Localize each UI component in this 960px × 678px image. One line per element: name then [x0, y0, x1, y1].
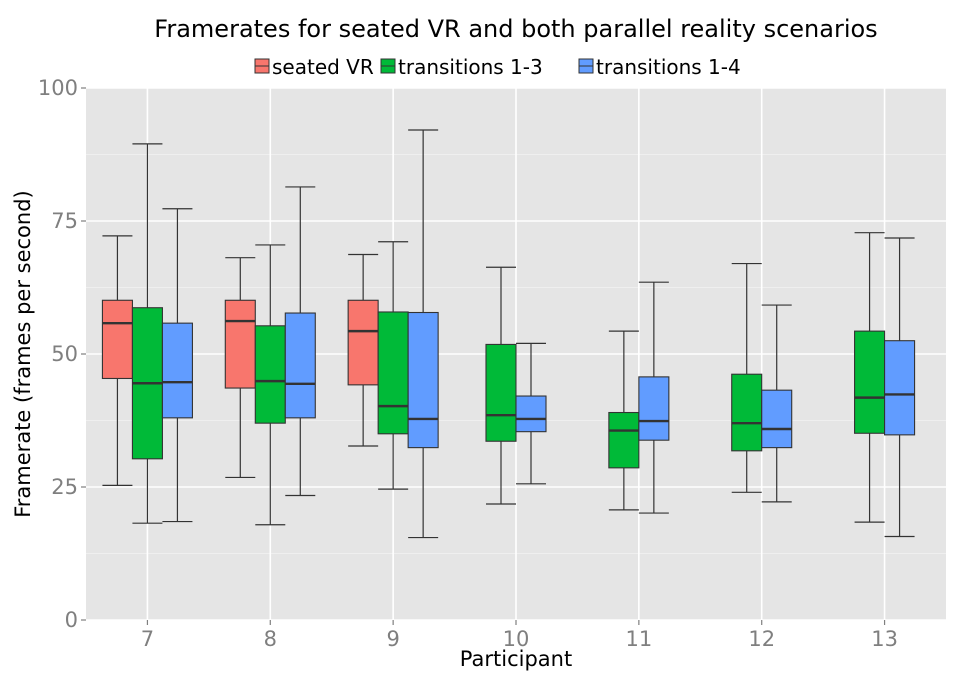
box-transitions-1-4-8 [284, 186, 316, 497]
box-transitions-1-4-13 [884, 237, 916, 538]
box-transitions-1-3-9 [377, 241, 409, 490]
axes: 0 25 50 75 100 7 8 9 10 11 12 13 [38, 76, 898, 651]
box-transitions-1-3-13 [854, 232, 886, 523]
legend-item-seated-VR: seated VR [254, 55, 374, 79]
legend: seated VR transitions 1-3 transitions 1-4 [254, 55, 741, 79]
box-transitions-1-4-11 [638, 281, 670, 514]
x-tick-label: 8 [264, 627, 277, 651]
x-axis-title: Participant [460, 647, 572, 671]
box-iqr [407, 311, 439, 449]
box-iqr [101, 299, 133, 380]
legend-item-transitions-1-3: transitions 1-3 [380, 55, 543, 79]
y-tick-label: 50 [51, 342, 78, 366]
box-transitions-1-3-12 [731, 262, 763, 493]
box-transitions-1-3-8 [254, 244, 286, 526]
box-iqr [608, 411, 640, 469]
box-transitions-1-4-7 [161, 208, 193, 523]
box-iqr [347, 299, 379, 386]
box-iqr [515, 395, 547, 433]
x-tick-label: 10 [503, 627, 530, 651]
box-seated-VR-8 [224, 257, 256, 479]
y-tick-label: 25 [51, 475, 78, 499]
legend-label: transitions 1-3 [398, 55, 543, 79]
box-iqr [854, 330, 886, 434]
box-transitions-1-3-7 [131, 143, 163, 524]
box-iqr [485, 343, 517, 442]
y-axis-title: Framerate (frames per second) [11, 190, 35, 518]
x-tick-label: 13 [871, 627, 898, 651]
x-tick-label: 11 [625, 627, 652, 651]
box-iqr [638, 376, 670, 441]
box-iqr [161, 322, 193, 419]
box-transitions-1-4-9 [407, 129, 439, 539]
legend-item-transitions-1-4: transitions 1-4 [578, 55, 741, 79]
box-transitions-1-4-10 [515, 342, 547, 485]
box-iqr [254, 325, 286, 424]
box-seated-VR-9 [347, 253, 379, 447]
box-transitions-1-3-10 [485, 266, 517, 505]
box-iqr [731, 373, 763, 452]
box-iqr [761, 389, 793, 449]
box-iqr [284, 312, 316, 419]
box-iqr [884, 340, 916, 436]
x-tick-label: 7 [141, 627, 154, 651]
box-transitions-1-4-12 [761, 304, 793, 503]
legend-label: transitions 1-4 [596, 55, 741, 79]
chart-title: Framerates for seated VR and both parall… [154, 15, 877, 43]
x-tick-label: 12 [748, 627, 775, 651]
legend-label: seated VR [272, 55, 374, 79]
box-seated-VR-7 [101, 235, 133, 487]
box-layer [101, 129, 916, 539]
box-iqr [377, 311, 409, 435]
x-tick-label: 9 [386, 627, 399, 651]
box-transitions-1-3-11 [608, 330, 640, 511]
y-tick-label: 75 [51, 209, 78, 233]
y-tick-label: 100 [38, 76, 78, 100]
box-iqr [224, 299, 256, 389]
y-tick-label: 0 [65, 608, 78, 632]
